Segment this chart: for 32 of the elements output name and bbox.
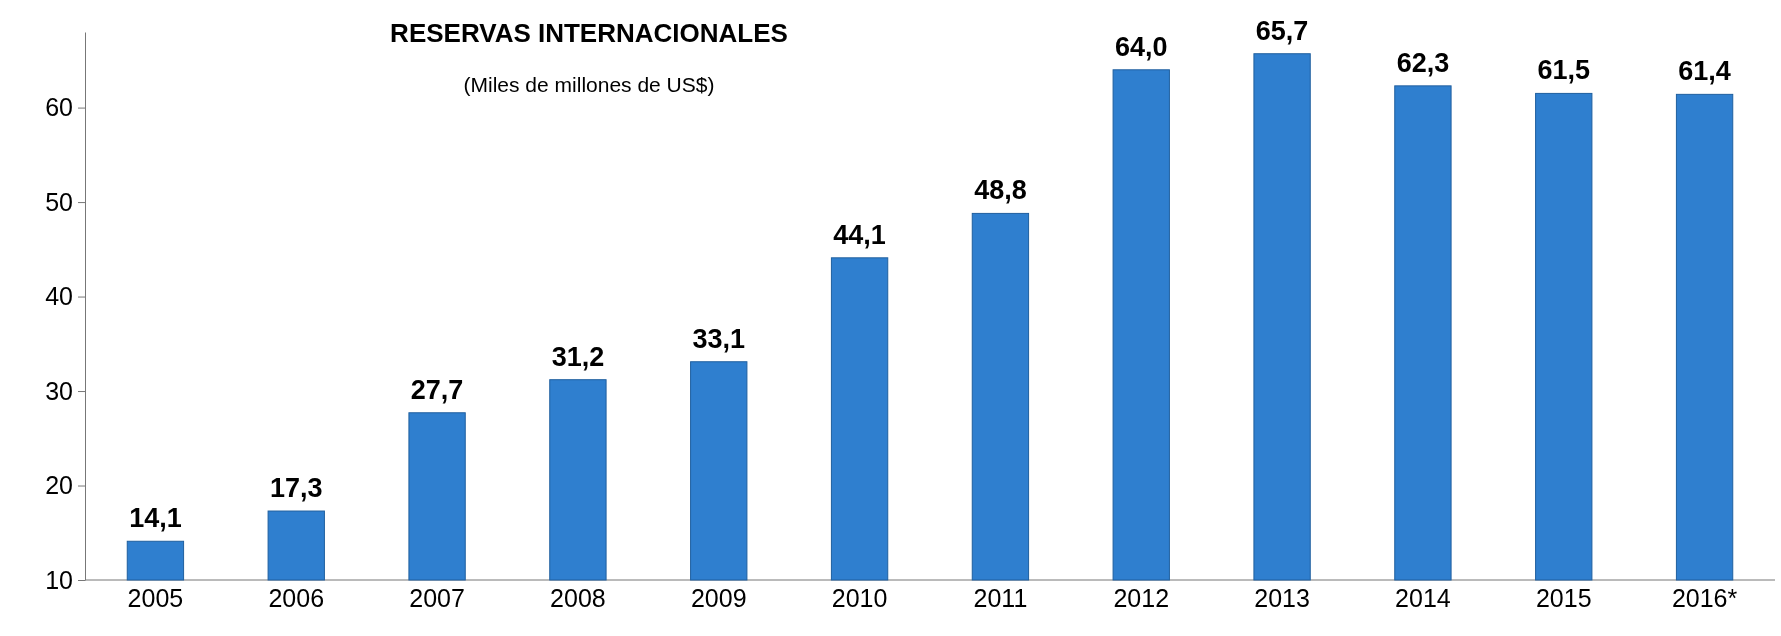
x-tick-label: 2015: [1535, 583, 1592, 612]
y-tick-label: 50: [45, 187, 73, 216]
x-tick-label: 2014: [1395, 583, 1451, 612]
y-tick-label: 10: [45, 565, 73, 594]
data-label: 62,3: [1396, 47, 1450, 78]
data-label: 44,1: [833, 219, 886, 250]
data-label: 64,0: [1114, 31, 1168, 62]
x-tick-label: 2009: [690, 583, 747, 612]
text: (Miles de millones de US$): [463, 73, 715, 96]
x-tick-label: 2006: [268, 583, 325, 612]
y-tick-label: 30: [45, 376, 73, 405]
y-tick-label: 60: [45, 93, 73, 122]
data-label: 48,8: [974, 175, 1027, 206]
x-tick-label: 2011: [973, 583, 1028, 612]
x-tick-label: 2010: [831, 583, 888, 612]
data-label: 14,1: [129, 503, 182, 534]
x-tick-label: 2012: [1113, 583, 1170, 612]
data-label: 61,4: [1678, 56, 1731, 87]
chart-title: RESERVAS INTERNACIONALES: [390, 18, 788, 48]
data-label: 17,3: [269, 473, 323, 504]
x-tick-label: 2005: [127, 583, 184, 612]
x-tick-label: 2013: [1254, 583, 1310, 612]
data-label: 33,1: [692, 323, 746, 354]
x-tick-label: 2016*: [1671, 583, 1738, 612]
data-label: 31,2: [551, 341, 605, 372]
data-label: 27,7: [410, 374, 464, 405]
x-tick-label: 2008: [550, 583, 606, 612]
data-label: 61,5: [1537, 55, 1591, 86]
y-tick-label: 20: [45, 471, 73, 500]
x-tick-label: 2007: [409, 583, 465, 612]
data-label: 65,7: [1255, 15, 1309, 46]
y-tick-label: 40: [45, 282, 73, 311]
